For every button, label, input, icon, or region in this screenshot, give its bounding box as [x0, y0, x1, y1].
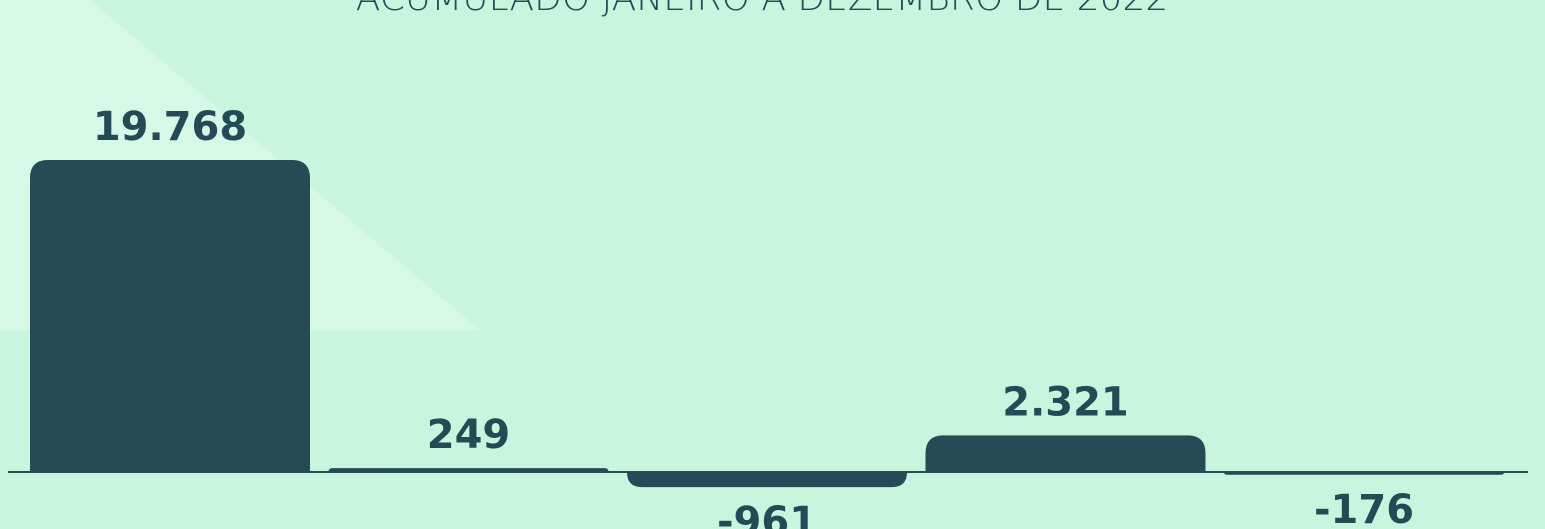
value-label: 19.768 [93, 104, 247, 150]
bar [1224, 472, 1504, 475]
bar [328, 468, 609, 472]
bar [925, 435, 1206, 472]
bar [627, 472, 907, 488]
chart-title: ACUMULADO JANEIRO A DEZEMBRO DE 2022 [356, 0, 1169, 19]
bar [30, 160, 310, 472]
value-label: -176 [1314, 487, 1414, 529]
value-label: 249 [427, 412, 511, 458]
value-label: 2.321 [1002, 379, 1129, 425]
value-label: -961 [717, 499, 817, 529]
